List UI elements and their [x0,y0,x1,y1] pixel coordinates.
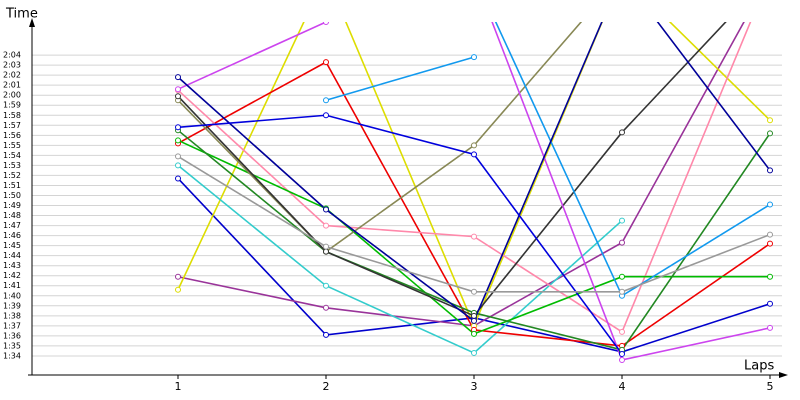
y-tick-label: 1:45 [3,241,21,250]
point [323,222,329,229]
y-tick-label: 1:53 [3,161,21,170]
series-line [177,22,583,253]
point [619,129,625,136]
series-line [177,22,771,361]
y-tick-label: 1:50 [3,191,21,200]
point [323,243,329,250]
point [323,282,329,289]
point [619,239,625,246]
point [619,350,625,357]
point [175,137,181,144]
x-axis-arrow [779,372,788,378]
point [471,142,477,149]
y-tick-label: 2:00 [3,91,21,100]
point [175,273,181,280]
point [323,304,329,311]
point [471,312,477,319]
point [323,206,329,213]
series-line [325,56,475,101]
point [175,153,181,160]
point [323,112,329,119]
point [767,167,773,174]
y-tick-label: 1:36 [3,331,21,340]
point [323,248,329,255]
y-tick-label: 1:55 [3,141,21,150]
point [767,201,773,208]
point [619,273,625,280]
point [471,288,477,295]
point [767,240,773,247]
point [175,93,181,100]
point [767,324,773,331]
series-line [177,114,623,355]
y-tick-label: 1:35 [3,341,21,350]
y-tick-label: 1:34 [3,351,21,360]
point [471,317,477,324]
point [471,330,477,337]
point [175,124,181,131]
y-axis-label: Time [5,7,38,22]
y-tick-label: 1:48 [3,211,21,220]
x-tick-label: 1 [175,380,182,393]
point [471,151,477,158]
x-tick-label: 2 [323,380,330,393]
y-tick-label: 1:49 [3,201,21,210]
y-tick-label: 1:37 [3,321,21,330]
y-tick-label: 1:52 [3,171,21,180]
y-tick-label: 1:58 [3,111,21,120]
point [767,273,773,280]
point [471,233,477,240]
point [175,74,181,81]
y-tick-label: 1:59 [3,101,21,110]
point [619,288,625,295]
point [471,54,477,61]
point [619,217,625,224]
y-axis-arrow [29,18,35,27]
point [471,349,477,356]
plot-area [175,22,773,363]
point [619,356,625,363]
y-tick-label: 2:04 [3,51,21,60]
x-axis-label: Laps [744,359,774,374]
point [619,328,625,335]
point [175,162,181,169]
point [767,117,773,124]
y-tick-label: 1:57 [3,121,21,130]
y-tick-label: 1:40 [3,291,21,300]
point [175,286,181,293]
y-tick-label: 2:02 [3,71,21,80]
y-tick-label: 2:03 [3,61,21,70]
point [323,331,329,338]
y-tick-label: 1:56 [3,131,21,140]
x-tick-label: 4 [619,380,626,393]
point [767,300,773,307]
grid [32,54,782,357]
y-tick-label: 1:51 [3,181,21,190]
point [323,22,329,25]
y-tick-label: 2:01 [3,81,21,90]
series-line [177,164,623,354]
y-tick-label: 1:38 [3,311,21,320]
y-tick-label: 1:41 [3,281,21,290]
point [767,231,773,238]
y-tick-label: 1:46 [3,231,21,240]
y-tick-label: 1:47 [3,221,21,230]
x-tick-label: 5 [767,380,774,393]
x-tick-label: 3 [471,380,478,393]
point [175,175,181,182]
point [175,86,181,93]
y-tick-label: 1:54 [3,151,21,160]
y-tick-label: 1:43 [3,261,21,270]
ticks: 1:341:351:361:371:381:391:401:411:421:43… [3,51,774,393]
point [767,130,773,137]
point [323,59,329,66]
y-tick-label: 1:39 [3,301,21,310]
y-tick-label: 1:42 [3,271,21,280]
y-tick-label: 1:44 [3,251,21,260]
point [323,97,329,104]
